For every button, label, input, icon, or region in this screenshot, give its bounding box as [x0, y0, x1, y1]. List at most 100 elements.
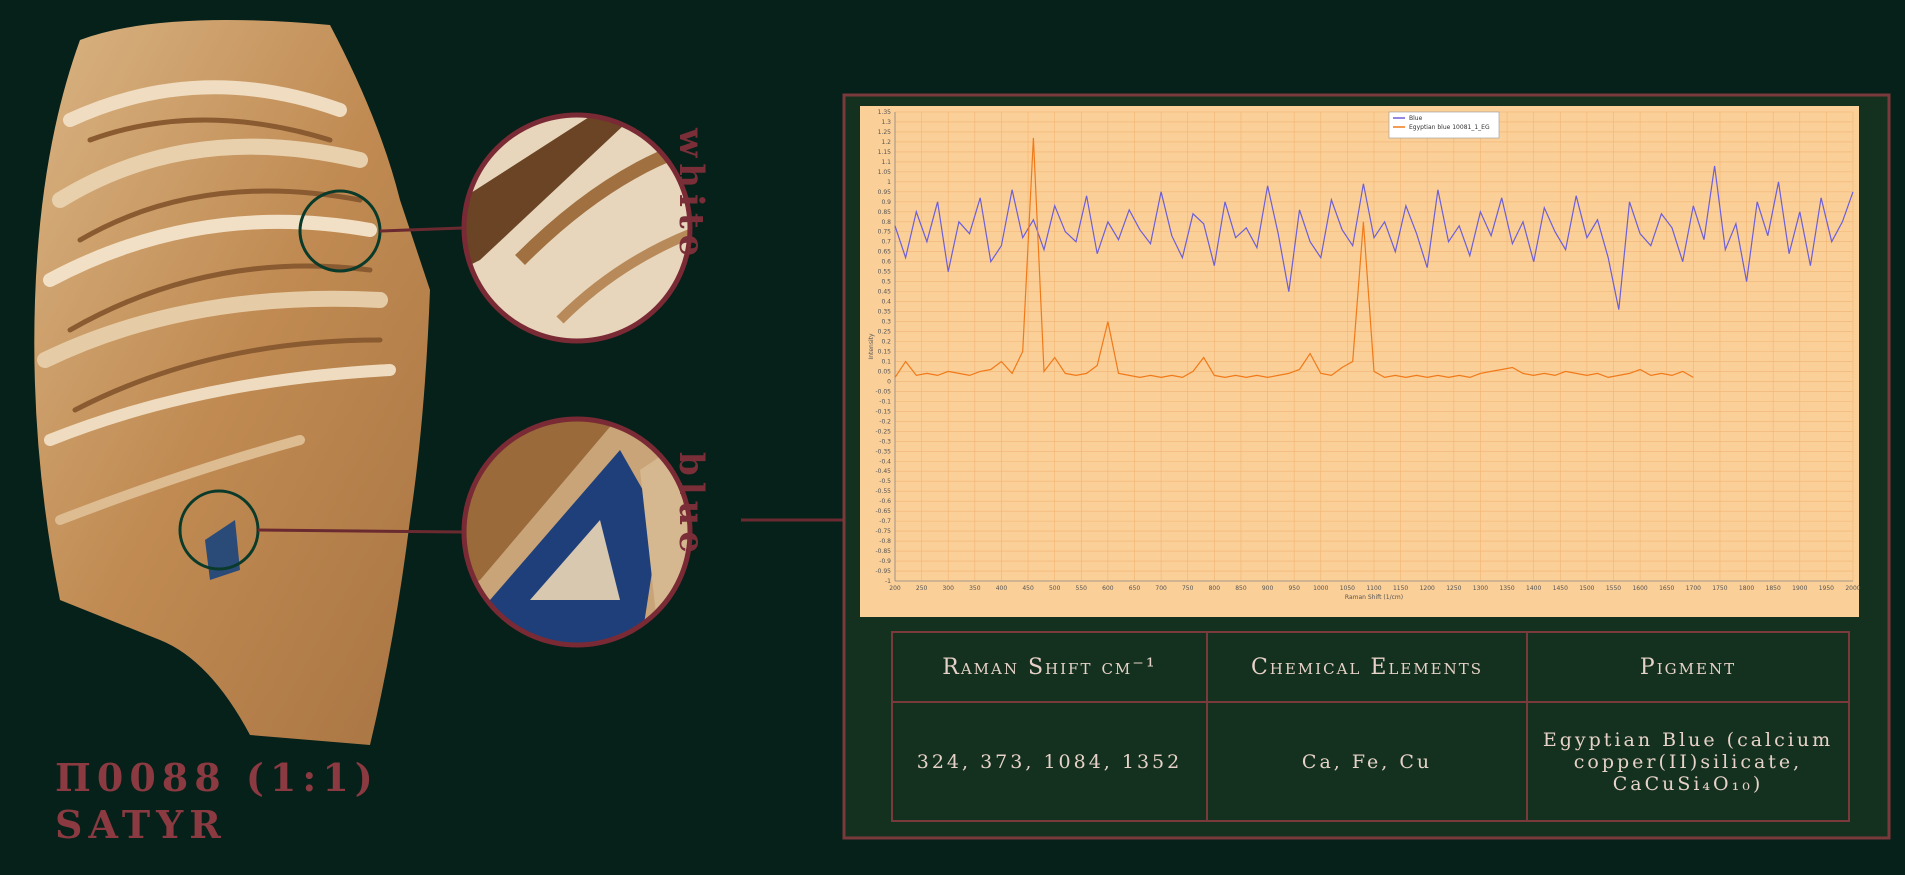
x-tick-label: 1850	[1766, 585, 1781, 592]
x-tick-label: 900	[1262, 585, 1274, 592]
y-tick-label: -0.35	[875, 448, 891, 455]
object-id: Π0088 (1:1)	[55, 755, 379, 800]
y-tick-label: 1.05	[878, 169, 892, 176]
y-tick-label: -1	[885, 578, 891, 585]
x-tick-label: 700	[1155, 585, 1167, 592]
x-tick-label: 950	[1288, 585, 1300, 592]
x-tick-label: 400	[996, 585, 1008, 592]
object-name: SATYR	[55, 802, 227, 847]
x-tick-label: 1000	[1313, 585, 1328, 592]
legend-label: Egyptian blue 10081_1_EG	[1409, 124, 1490, 131]
y-tick-label: 0.1	[881, 358, 891, 365]
x-tick-label: 1600	[1632, 585, 1647, 592]
page: white blue -1 -0.95 -0.9 -0.85 -0.8 -0.75 -0.7…	[0, 0, 1905, 875]
x-axis-label: Raman Shift (1/cm)	[1345, 594, 1403, 601]
x-tick-label: 1150	[1393, 585, 1408, 592]
y-tick-label: 1.3	[881, 119, 891, 126]
x-tick-label: 1900	[1792, 585, 1807, 592]
y-tick-label: 1.25	[878, 129, 892, 136]
connector	[258, 530, 462, 532]
x-tick-label: 250	[916, 585, 928, 592]
y-tick-label: -0.65	[875, 508, 891, 515]
y-tick-label: 1.15	[878, 149, 892, 156]
y-tick-label: 0.6	[881, 259, 891, 266]
y-tick-label: 0.4	[881, 299, 891, 306]
y-tick-label: 0.7	[881, 239, 891, 246]
x-tick-label: 1450	[1553, 585, 1568, 592]
y-tick-label: 1.35	[878, 109, 892, 116]
x-tick-label: 1800	[1739, 585, 1754, 592]
y-tick-label: 0.25	[878, 329, 892, 336]
x-tick-label: 1500	[1579, 585, 1594, 592]
x-tick-label: 1350	[1499, 585, 1514, 592]
y-tick-label: 0.35	[878, 309, 892, 316]
y-tick-label: -0.8	[879, 538, 891, 545]
y-tick-label: 0	[887, 378, 891, 385]
y-tick-label: 0.85	[878, 209, 892, 216]
x-tick-label: 600	[1102, 585, 1114, 592]
y-tick-label: 0.45	[878, 289, 892, 296]
y-tick-label: 1	[887, 179, 891, 186]
y-tick-label: -0.85	[875, 548, 891, 555]
y-tick-label: 0.2	[881, 339, 891, 346]
y-tick-label: 1.1	[881, 159, 891, 166]
x-tick-label: 1750	[1712, 585, 1727, 592]
y-tick-label: -0.4	[879, 458, 891, 465]
x-tick-label: 200	[889, 585, 901, 592]
x-tick-label: 450	[1022, 585, 1034, 592]
y-tick-label: 0.3	[881, 319, 891, 326]
y-tick-label: -0.25	[875, 428, 891, 435]
spot-label: blue	[671, 452, 711, 559]
x-tick-label: 500	[1049, 585, 1061, 592]
x-tick-label: 800	[1209, 585, 1221, 592]
x-tick-label: 350	[969, 585, 981, 592]
y-tick-label: -0.3	[879, 438, 891, 445]
x-tick-label: 1650	[1659, 585, 1674, 592]
y-tick-label: 1.2	[881, 139, 891, 146]
x-tick-label: 1950	[1819, 585, 1834, 592]
y-tick-label: -0.5	[879, 478, 891, 485]
x-tick-label: 1550	[1606, 585, 1621, 592]
x-tick-label: 650	[1129, 585, 1141, 592]
y-tick-label: 0.05	[878, 368, 892, 375]
y-tick-label: -0.9	[879, 558, 891, 565]
y-tick-label: -0.95	[875, 568, 891, 575]
x-tick-label: 1200	[1420, 585, 1435, 592]
table-cell: Egyptian Blue (calcium copper(II)silicat…	[1527, 702, 1849, 821]
table-header: Chemical Elements	[1207, 632, 1527, 702]
y-tick-label: 0.8	[881, 219, 891, 226]
y-tick-label: -0.05	[875, 388, 891, 395]
y-tick-label: -0.6	[879, 498, 891, 505]
x-tick-label: 2000	[1845, 585, 1860, 592]
x-tick-label: 850	[1235, 585, 1247, 592]
y-tick-label: 0.5	[881, 279, 891, 286]
x-tick-label: 550	[1076, 585, 1088, 592]
table-cell: 324, 373, 1084, 1352	[892, 702, 1207, 821]
x-tick-label: 1300	[1473, 585, 1488, 592]
y-tick-label: -0.75	[875, 528, 891, 535]
y-tick-label: -0.7	[879, 518, 891, 525]
x-tick-label: 1700	[1686, 585, 1701, 592]
y-tick-label: -0.45	[875, 468, 891, 475]
table-header: Raman Shift cm⁻¹	[892, 632, 1207, 702]
x-tick-label: 750	[1182, 585, 1194, 592]
y-tick-label: 0.95	[878, 189, 892, 196]
y-tick-label: 0.65	[878, 249, 892, 256]
y-tick-label: -0.1	[879, 398, 891, 405]
x-tick-label: 300	[942, 585, 954, 592]
x-tick-label: 1100	[1366, 585, 1381, 592]
x-tick-label: 1250	[1446, 585, 1461, 592]
y-tick-label: -0.55	[875, 488, 891, 495]
legend-label: Blue	[1409, 115, 1423, 122]
table-header: Pigment	[1527, 632, 1849, 702]
y-tick-label: 0.9	[881, 199, 891, 206]
y-tick-label: 0.55	[878, 269, 892, 276]
y-tick-label: -0.15	[875, 408, 891, 415]
y-tick-label: 0.75	[878, 229, 892, 236]
y-axis-label: Intensity	[868, 333, 875, 360]
table-cell: Ca, Fe, Cu	[1207, 702, 1527, 821]
x-tick-label: 1050	[1340, 585, 1355, 592]
spot-label: white	[671, 127, 711, 262]
y-tick-label: 0.15	[878, 348, 892, 355]
